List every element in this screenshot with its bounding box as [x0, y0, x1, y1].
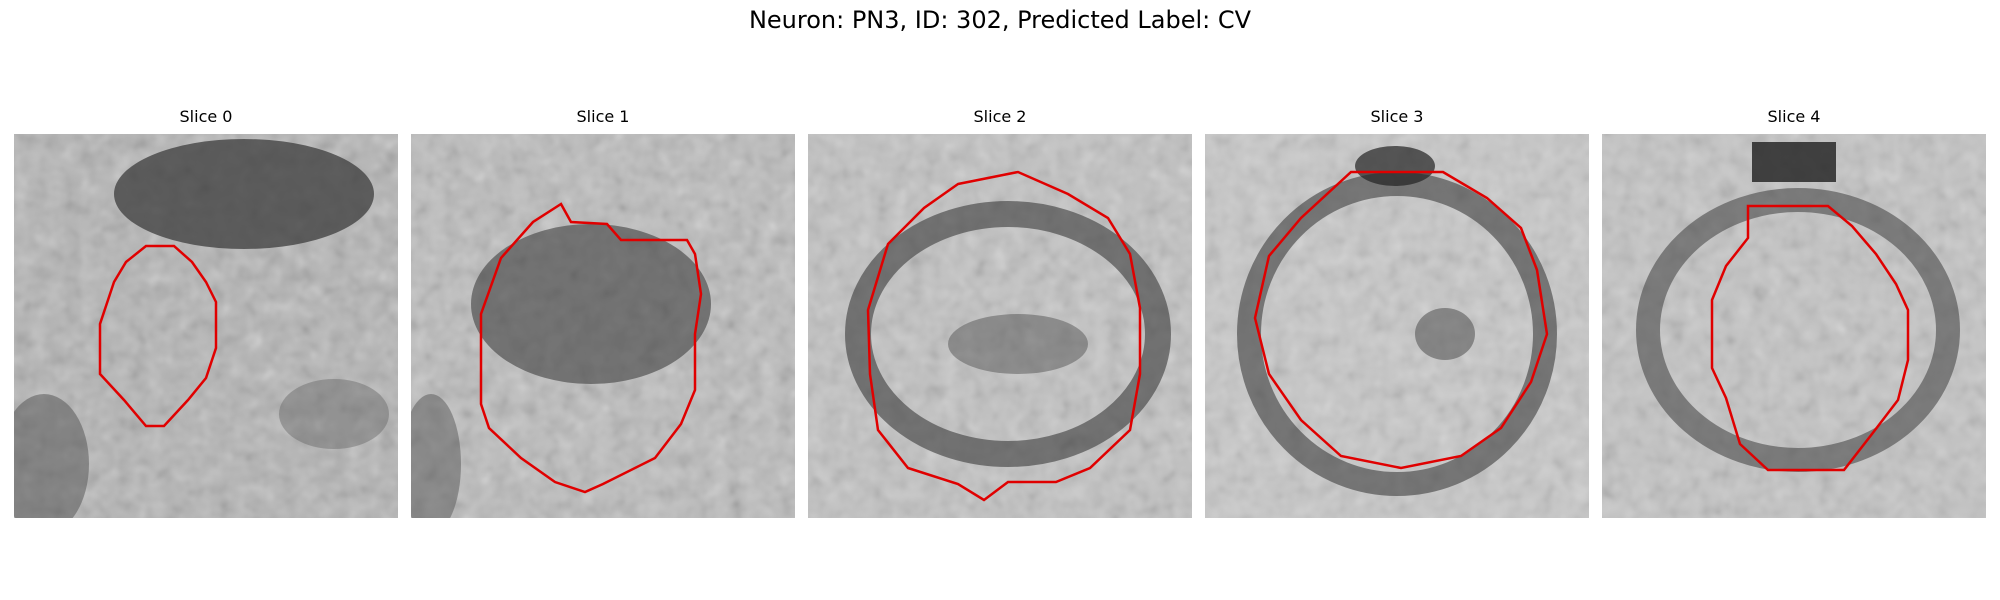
vesicle-contour	[866, 170, 1142, 502]
vesicle-contour	[1253, 170, 1549, 470]
figure-title: Neuron: PN3, ID: 302, Predicted Label: C…	[748, 6, 1252, 34]
em-texture	[1205, 134, 1589, 518]
slice-panel-2: Slice 2	[808, 106, 1192, 518]
slice-panel-0: Slice 0	[14, 106, 398, 518]
vesicle-contour	[479, 202, 703, 494]
slice-title-0: Slice 0	[179, 107, 233, 126]
vesicle-membrane	[1636, 188, 1960, 472]
slice-panel-3: Slice 3	[1205, 106, 1589, 518]
dark-membrane-region	[1752, 142, 1836, 182]
slice-image-1	[411, 134, 795, 518]
slice-image-2	[808, 134, 1192, 518]
vesicle-core	[1415, 308, 1475, 360]
dark-cluster-region	[471, 224, 711, 384]
vesicle-core	[948, 314, 1088, 374]
vesicle-contour	[98, 244, 218, 428]
slice-panel-1: Slice 1	[411, 106, 795, 518]
vesicle-contour	[1710, 204, 1910, 472]
slice-title-1: Slice 1	[576, 107, 630, 126]
dark-region	[279, 379, 389, 449]
slice-panel-4: Slice 4	[1602, 106, 1986, 518]
slice-image-3	[1205, 134, 1589, 518]
slice-title-2: Slice 2	[973, 107, 1027, 126]
slice-image-4	[1602, 134, 1986, 518]
vesicle-membrane	[845, 201, 1171, 467]
slice-image-0	[14, 134, 398, 518]
dark-region	[14, 394, 89, 518]
dark-membrane-region	[1355, 146, 1435, 186]
slice-title-4: Slice 4	[1767, 107, 1821, 126]
dark-membrane-region	[114, 139, 374, 249]
dark-region	[411, 394, 461, 518]
slice-title-3: Slice 3	[1370, 107, 1424, 126]
